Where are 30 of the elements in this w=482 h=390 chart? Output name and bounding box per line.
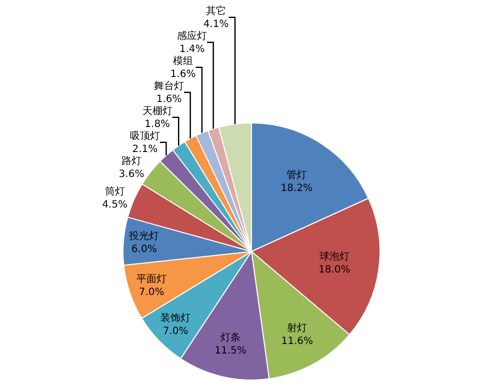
data-label: 1.6%	[156, 94, 182, 105]
slice-label: 球泡灯	[319, 250, 350, 263]
data-label: 7.0%	[138, 286, 164, 298]
slice-label: 装饰灯	[160, 312, 191, 324]
slice-label: 筒灯	[104, 186, 125, 198]
data-label: 11.6%	[281, 336, 314, 348]
slice-label: 平面灯	[136, 272, 167, 285]
slice-label: 模组	[173, 54, 193, 67]
slice-label: 射灯	[287, 322, 308, 334]
data-label: 18.2%	[280, 182, 313, 194]
slice-label: 灯条	[220, 332, 240, 344]
data-label: 7.0%	[162, 326, 188, 338]
slice-label: 天棚灯	[142, 104, 172, 117]
data-label: 2.1%	[132, 144, 158, 155]
slice-label: 投光灯	[128, 230, 160, 242]
data-label: 4.5%	[102, 200, 128, 211]
slice-label: 管灯	[286, 168, 307, 181]
slice-label: 其它	[206, 4, 226, 17]
data-label: 11.5%	[214, 346, 246, 357]
data-label: 3.6%	[118, 168, 144, 180]
data-label: 4.1%	[203, 18, 229, 30]
data-label: 1.6%	[170, 68, 196, 80]
data-label: 1.8%	[144, 118, 170, 130]
slice-label: 感应灯	[177, 30, 208, 42]
slice-label: 路灯	[122, 154, 142, 167]
slice-label: 舞台灯	[154, 80, 184, 92]
slice-label: 吸顶灯	[130, 130, 160, 142]
data-label: 6.0%	[131, 244, 157, 256]
data-label: 1.4%	[179, 44, 205, 55]
data-label: 18.0%	[318, 264, 350, 276]
